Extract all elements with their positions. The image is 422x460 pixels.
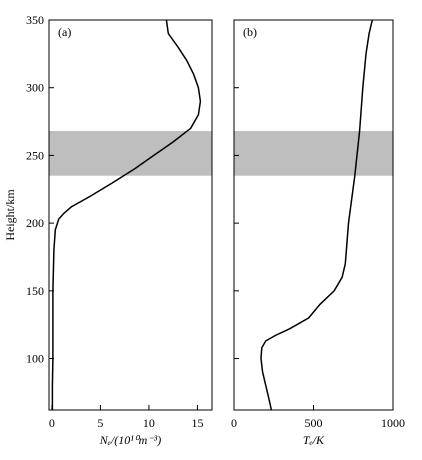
y-tick-label: 350 [26,13,44,27]
shaded-band [234,131,393,176]
y-tick-label: 300 [26,81,44,95]
panel-label: (a) [58,25,71,39]
y-tick-label: 250 [26,148,44,162]
x-tick-label: 10 [143,416,155,430]
plot-frame [233,19,394,411]
shaded-band [49,131,212,176]
plot-frame [48,19,213,411]
y-axis-label: Height/km [3,189,17,241]
x-tick-label: 500 [305,416,323,430]
y-tick-label: 200 [26,216,44,230]
x-tick-label: 0 [49,416,55,430]
x-tick-label: 1000 [381,416,405,430]
y-tick-label: 100 [26,352,44,366]
x-tick-label: 15 [191,416,203,430]
profile-line [51,19,202,410]
x-tick-label: 5 [97,416,103,430]
x-axis-label: Nₑ/(10¹⁰m⁻³) [99,433,161,447]
y-tick-label: 150 [26,284,44,298]
x-axis-label: Tₑ/K [303,433,325,447]
profile-line [260,19,374,411]
x-tick-label: 0 [231,416,237,430]
panel-label: (b) [243,25,257,39]
